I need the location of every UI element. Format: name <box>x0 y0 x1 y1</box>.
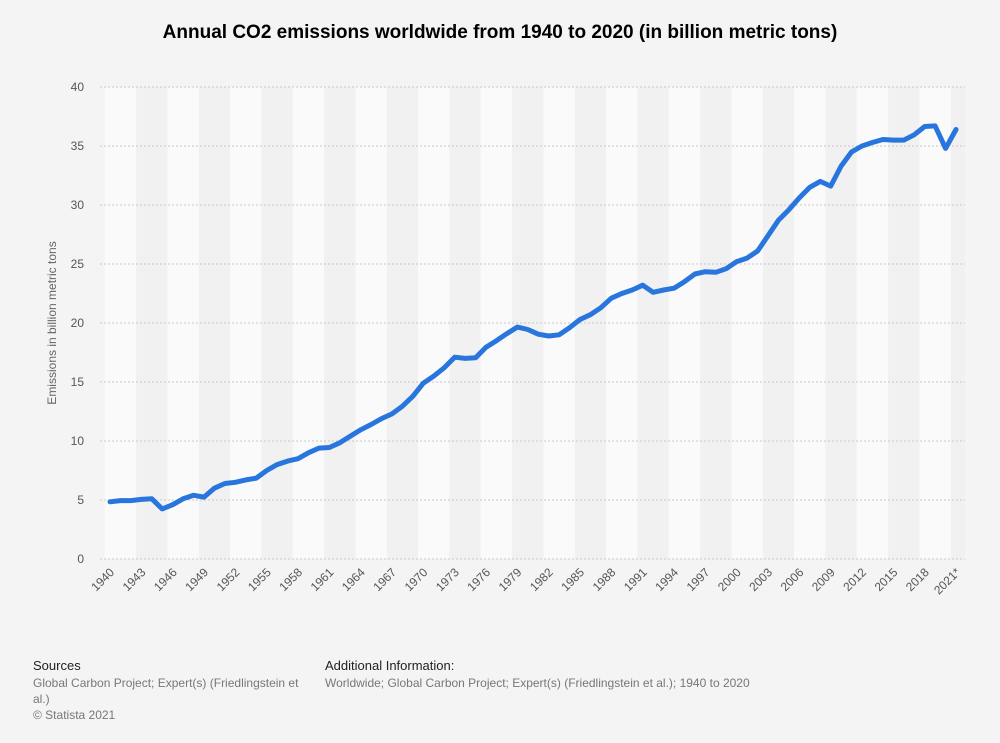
additional-info-text: Worldwide; Global Carbon Project; Expert… <box>325 676 750 690</box>
x-tick-label: 1991 <box>621 565 650 594</box>
x-tick-label: 1964 <box>339 565 368 594</box>
x-tick-label: 1955 <box>245 565 274 594</box>
y-tick-label: 5 <box>77 493 84 507</box>
x-tick-label: 2000 <box>715 565 744 594</box>
y-tick-label: 15 <box>71 375 85 389</box>
y-axis-label: Emissions in billion metric tons <box>45 241 59 404</box>
x-tick-label: 1973 <box>433 565 462 594</box>
line-chart: 0 5 10 15 20 25 30 35 40 Emissions in billion met… <box>45 80 965 597</box>
x-tick-label: 1940 <box>88 565 117 594</box>
additional-info-heading: Additional Information: <box>325 658 455 673</box>
y-tick-label: 0 <box>77 552 84 566</box>
x-tick-label: 1952 <box>214 565 243 594</box>
x-tick-label: 1985 <box>558 565 587 594</box>
y-tick-label: 10 <box>71 434 85 448</box>
x-tick-label: 1994 <box>652 565 681 594</box>
x-tick-label: 2003 <box>746 565 775 594</box>
sources-block: Sources Global Carbon Project; Expert(s)… <box>33 658 313 723</box>
x-tick-label: 1982 <box>527 565 556 594</box>
x-tick-label: 1979 <box>496 565 525 594</box>
x-tick-label: 2009 <box>809 565 838 594</box>
x-tick-label: 1958 <box>276 565 305 594</box>
additional-info-block: Additional Information: Worldwide; Globa… <box>325 658 925 691</box>
series-line <box>107 123 959 512</box>
x-tick-label: 1961 <box>308 565 337 594</box>
y-tick-label: 30 <box>71 198 85 212</box>
x-tick-label: 2018 <box>903 565 932 594</box>
x-tick-label: 1976 <box>464 565 493 594</box>
x-tick-label: 1988 <box>590 565 619 594</box>
x-tick-label: 1949 <box>182 565 211 594</box>
x-tick-label: 1967 <box>370 565 399 594</box>
y-tick-label: 40 <box>71 80 85 94</box>
copyright: © Statista 2021 <box>33 708 116 722</box>
x-tick-label: 1970 <box>402 565 431 594</box>
x-tick-label: 1997 <box>684 565 713 594</box>
sources-text: Global Carbon Project; Expert(s) (Friedl… <box>33 676 299 706</box>
y-tick-label: 35 <box>71 139 85 153</box>
x-tick-label: 1946 <box>151 565 180 594</box>
sources-heading: Sources <box>33 658 81 673</box>
y-tick-label: 20 <box>71 316 85 330</box>
chart-title: Annual CO2 emissions worldwide from 1940… <box>162 22 838 43</box>
x-tick-label: 2015 <box>872 565 901 594</box>
y-tick-label: 25 <box>71 257 85 271</box>
x-tick-label: 1943 <box>120 565 149 594</box>
x-tick-label: 2021* <box>931 565 963 597</box>
x-tick-label: 2012 <box>840 565 869 594</box>
x-tick-label: 2006 <box>778 565 807 594</box>
